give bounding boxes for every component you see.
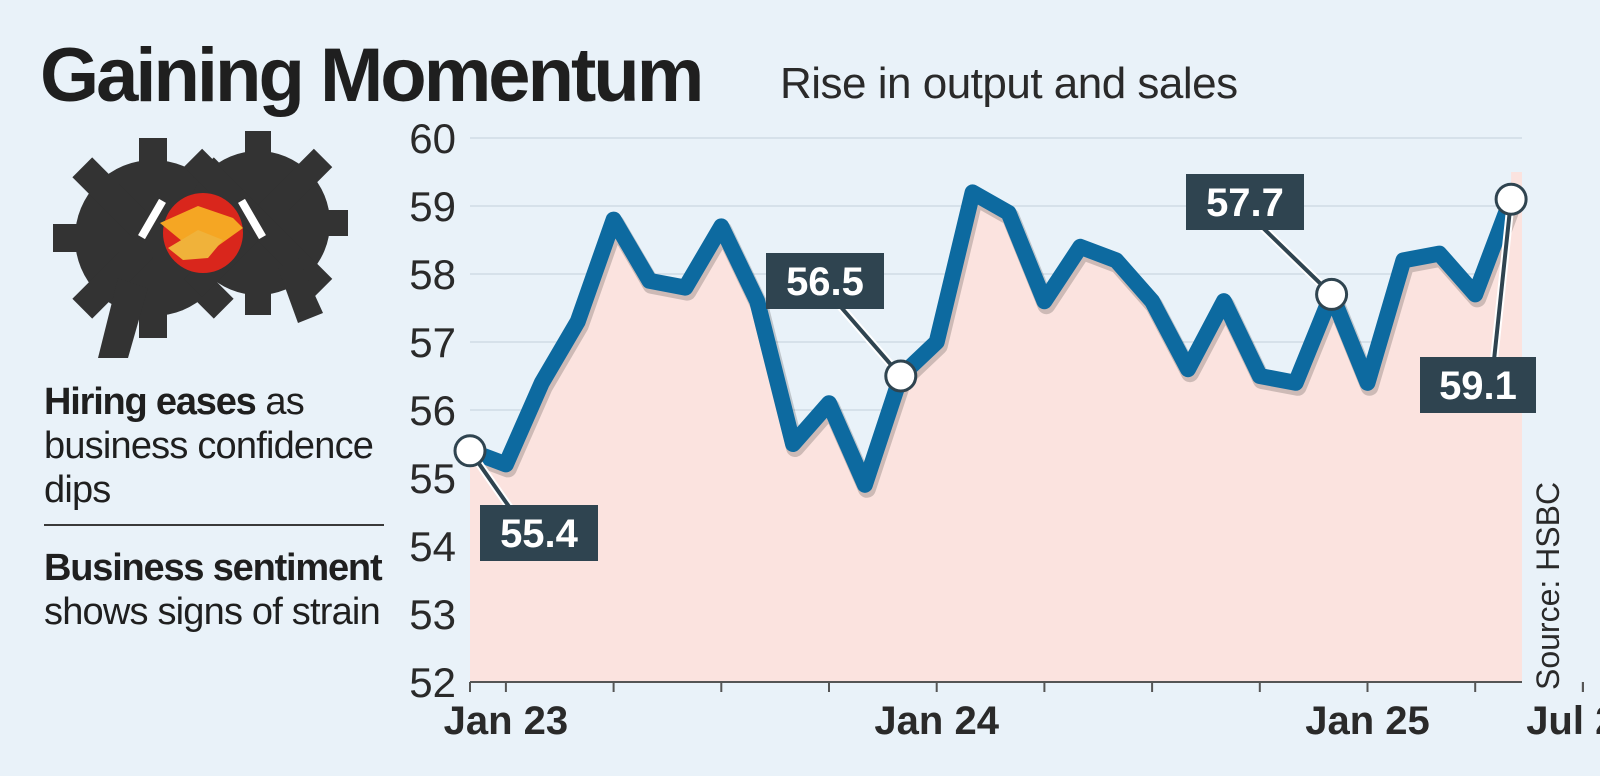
data-label: 55.4 bbox=[500, 512, 579, 556]
highlight-point bbox=[1315, 277, 1349, 311]
note-text: as business confidence dips bbox=[44, 381, 374, 511]
y-tick-label: 58 bbox=[409, 251, 456, 298]
note-hiring: Hiring eases as business confidence dips bbox=[44, 380, 394, 512]
y-tick-label: 53 bbox=[409, 591, 456, 638]
source-label: Source: HSBC bbox=[1530, 481, 1566, 690]
x-tick-label: Jan 24 bbox=[874, 699, 999, 743]
note-text: shows signs of strain bbox=[44, 591, 381, 633]
callout-box bbox=[480, 505, 598, 561]
gears-handshake-icon bbox=[53, 131, 348, 358]
y-tick-label: 52 bbox=[409, 659, 456, 706]
callout: 59.1 bbox=[1420, 182, 1536, 413]
y-tick-label: 57 bbox=[409, 319, 456, 366]
callout: 56.5 bbox=[766, 253, 918, 393]
handshake-icon bbox=[138, 193, 266, 273]
callout: 55.4 bbox=[453, 434, 598, 561]
data-label: 59.1 bbox=[1439, 364, 1517, 408]
data-label: 56.5 bbox=[786, 260, 864, 304]
x-tick-label: Jan 25 bbox=[1305, 699, 1430, 743]
y-tick-label: 59 bbox=[409, 183, 456, 230]
note-bold: Business sentiment bbox=[44, 547, 383, 589]
callout: 57.7 bbox=[1186, 174, 1349, 311]
callouts: 55.4 56.5 57.7 59.1 bbox=[453, 174, 1536, 561]
area-fill-path bbox=[470, 172, 1522, 682]
highlight-point bbox=[1494, 182, 1528, 216]
highlight-point bbox=[884, 359, 918, 393]
y-tick-label: 54 bbox=[409, 523, 456, 570]
y-tick-label: 60 bbox=[409, 115, 456, 162]
x-tick-label: Jan 23 bbox=[444, 699, 569, 743]
area-fill bbox=[470, 172, 1522, 682]
data-label: 57.7 bbox=[1206, 181, 1284, 225]
divider bbox=[44, 524, 384, 526]
callout-box bbox=[1186, 174, 1304, 230]
highlight-point bbox=[453, 434, 487, 468]
callout-box bbox=[1420, 357, 1536, 413]
chart-title: Gaining Momentum bbox=[40, 33, 704, 118]
y-tick-label: 56 bbox=[409, 387, 456, 434]
note-sentiment: Business sentiment shows signs of strain bbox=[44, 546, 394, 634]
callout-box bbox=[766, 253, 884, 309]
y-tick-label: 55 bbox=[409, 455, 456, 502]
callout-leader bbox=[1492, 198, 1514, 361]
axes: 52 53 54 55 56 57 58 59 60 Jan 23 Jan 24 Jan 25 Jul … bbox=[409, 115, 1600, 743]
notes-panel: Hiring eases as business confidence dips… bbox=[44, 380, 394, 634]
note-bold: Hiring eases bbox=[44, 381, 257, 423]
x-tick-label: Jul 25 bbox=[1526, 699, 1600, 743]
chart-subtitle: Rise in output and sales bbox=[780, 59, 1238, 108]
